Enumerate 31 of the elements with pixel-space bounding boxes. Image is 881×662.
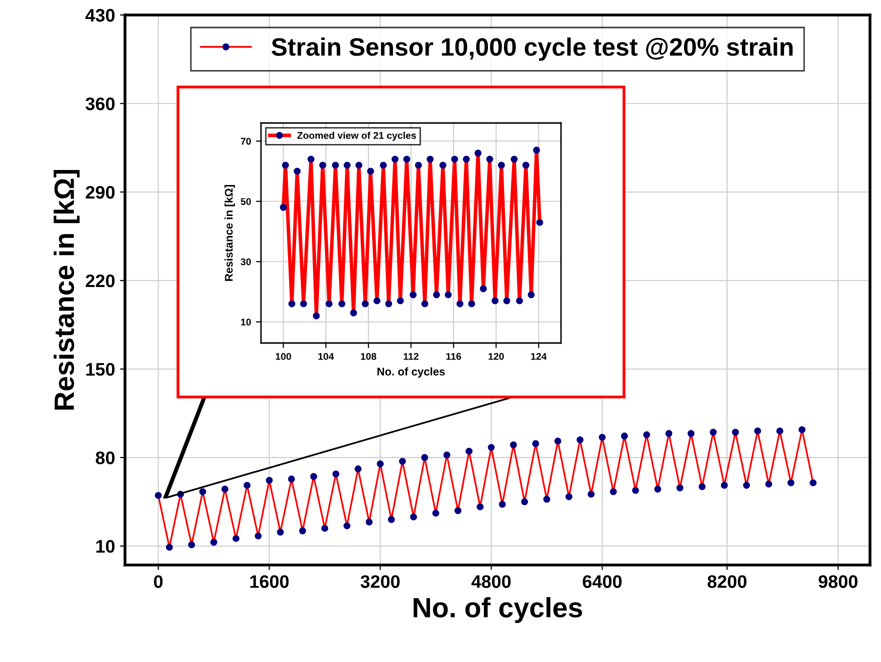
x-tick-label: 1600 — [250, 575, 289, 588]
y-tick-label: 220 — [86, 274, 115, 288]
x-tick-label: 0 — [154, 575, 163, 588]
y-tick-label: 80 — [96, 451, 115, 464]
y-tick-label: 360 — [86, 97, 115, 110]
x-tick-label: 9800 — [818, 575, 858, 588]
legend-label: Strain Sensor 10,000 cycle test @20% strain — [272, 38, 793, 61]
y-axis-title: Resistance in [kΩ] — [224, 185, 235, 281]
x-tick-label: 6400 — [582, 575, 622, 588]
x-tick-label: 120 — [488, 352, 504, 360]
x-axis-title: No. of cycles — [377, 367, 445, 378]
y-tick-label: 290 — [86, 186, 115, 199]
y-tick-label: 70 — [240, 138, 251, 145]
x-tick-label: 100 — [276, 352, 292, 360]
y-tick-label: 430 — [85, 8, 115, 22]
y-tick-label: 50 — [240, 198, 251, 205]
x-tick-label: 8200 — [708, 575, 746, 588]
x-tick-label: 124 — [531, 352, 547, 360]
x-tick-label: 3200 — [360, 575, 400, 588]
x-tick-label: 104 — [318, 352, 334, 360]
y-tick-label: 10 — [96, 540, 115, 553]
x-tick-label: 112 — [404, 352, 418, 360]
x-tick-label: 108 — [360, 352, 376, 360]
y-tick-label: 10 — [241, 318, 251, 326]
x-tick-label: 116 — [446, 352, 462, 360]
y-tick-label: 30 — [240, 258, 251, 266]
y-axis-title: Resistance in [kΩ] — [54, 170, 80, 410]
x-axis-title: No. of cycles — [414, 597, 582, 624]
x-tick-label: 4800 — [471, 575, 511, 588]
legend-label: Zoomed view of 21 cycles — [297, 132, 416, 141]
y-tick-label: 150 — [86, 362, 115, 376]
